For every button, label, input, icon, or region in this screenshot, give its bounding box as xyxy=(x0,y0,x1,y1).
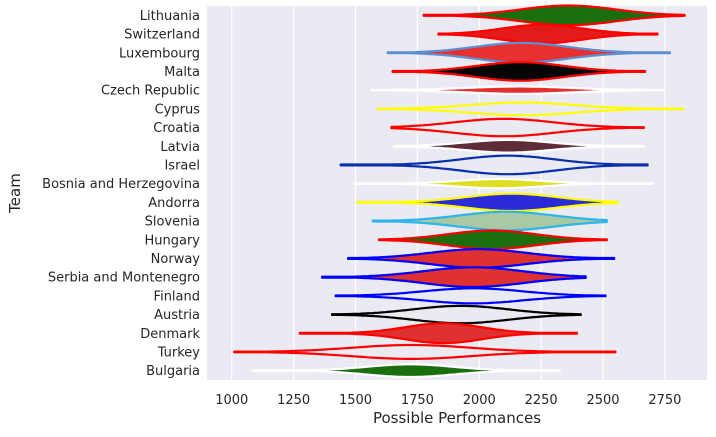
x-tick-label: 1750 xyxy=(401,393,434,408)
x-tick-label: 2000 xyxy=(463,393,496,408)
y-axis-label: Team xyxy=(6,173,24,214)
y-tick-label: Hungary xyxy=(144,233,200,248)
y-tick-labels: Lithuania Switzerland Luxembourg Malta Czech… xyxy=(42,9,200,379)
violin-malta xyxy=(391,61,647,82)
y-tick-label: Serbia and Montenegro xyxy=(48,271,200,286)
violin-lithuania xyxy=(422,4,686,27)
violin-denmark xyxy=(298,322,579,345)
y-tick-label: Bosnia and Herzegovina xyxy=(42,177,200,192)
y-tick-label: Croatia xyxy=(153,121,200,136)
y-tick-label: Lithuania xyxy=(140,9,200,24)
y-tick-label: Slovenia xyxy=(145,215,200,230)
violin-turkey xyxy=(233,343,617,360)
violin-finland xyxy=(334,287,607,305)
y-tick-label: Andorra xyxy=(148,196,200,211)
y-tick-label: Cyprus xyxy=(155,102,201,117)
x-tick-label: 1500 xyxy=(339,393,372,408)
violin-luxembourg xyxy=(386,41,671,64)
violin-czech-republic xyxy=(370,85,665,95)
y-tick-label: Luxembourg xyxy=(119,46,200,61)
y-tick-label: Czech Republic xyxy=(101,84,200,99)
y-tick-label: Israel xyxy=(164,158,200,173)
violins xyxy=(233,4,686,379)
violin-latvia xyxy=(392,138,645,154)
violin-switzerland xyxy=(437,23,659,45)
grid-lines xyxy=(231,6,666,380)
violin-croatia xyxy=(390,117,645,138)
y-tick-label: Turkey xyxy=(157,345,201,360)
violin-andorra xyxy=(355,192,619,213)
violin-slovenia xyxy=(371,210,608,232)
violin-hungary xyxy=(377,229,608,251)
y-tick-label: Finland xyxy=(154,289,200,304)
x-tick-labels: 1000 1250 1500 1750 2000 2250 2500 2750 xyxy=(215,393,681,408)
violin-bulgaria xyxy=(251,363,561,379)
violin-austria xyxy=(330,304,582,325)
violin-israel xyxy=(339,154,649,176)
y-tick-label: Malta xyxy=(164,65,200,80)
y-tick-label: Bulgaria xyxy=(146,364,200,379)
x-tick-label: 1250 xyxy=(277,393,310,408)
violin-cyprus xyxy=(376,101,685,117)
x-tick-label: 1000 xyxy=(215,393,248,408)
y-tick-label: Austria xyxy=(154,308,200,323)
x-tick-label: 2500 xyxy=(586,393,619,408)
x-axis-label: Possible Performances xyxy=(373,409,541,427)
y-tick-label: Switzerland xyxy=(124,28,200,43)
y-tick-label: Latvia xyxy=(160,140,200,155)
violin-serbia-and-montenegro xyxy=(321,266,587,289)
y-tick-label: Norway xyxy=(151,252,201,267)
x-tick-label: 2250 xyxy=(525,393,558,408)
violin-norway xyxy=(347,248,616,269)
violin-bosnia-and-herzegovina xyxy=(353,177,654,190)
x-tick-label: 2750 xyxy=(648,393,681,408)
y-tick-label: Denmark xyxy=(140,327,200,342)
